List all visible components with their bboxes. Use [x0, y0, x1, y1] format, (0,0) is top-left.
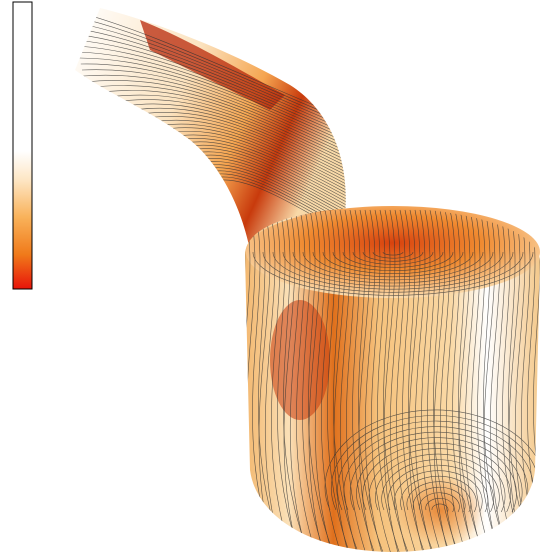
streamline — [315, 209, 335, 552]
streamline — [322, 251, 464, 274]
streamline — [362, 251, 424, 262]
streamline — [332, 251, 454, 271]
streamline — [337, 420, 534, 513]
streamline — [85, 85, 346, 160]
streamline — [371, 209, 394, 552]
streamline — [302, 209, 328, 552]
streamline — [308, 209, 337, 552]
streamline — [277, 209, 303, 552]
streamline — [75, 33, 346, 133]
streamline — [262, 251, 524, 293]
streamline — [302, 251, 484, 281]
streamline — [258, 209, 287, 552]
color-bar — [12, 1, 33, 290]
intake-pipe — [75, 8, 346, 250]
streamline — [312, 251, 474, 278]
streamline — [421, 209, 444, 552]
streamline — [408, 209, 437, 552]
streamline — [324, 409, 540, 513]
streamline — [84, 80, 346, 157]
streamline — [502, 209, 528, 552]
streamline — [440, 209, 460, 552]
streamline — [292, 251, 494, 284]
streamline — [78, 51, 346, 142]
streamline — [83, 74, 346, 154]
streamline — [368, 448, 506, 513]
streamline — [75, 39, 346, 136]
streamline — [458, 209, 476, 552]
streamline — [75, 21, 346, 127]
streamline — [283, 209, 301, 552]
streamline — [483, 209, 512, 552]
streamline — [271, 209, 294, 552]
streamline — [433, 209, 451, 552]
streamline — [412, 486, 466, 513]
streamline — [477, 209, 503, 552]
streamline — [75, 27, 346, 130]
streamline — [400, 475, 477, 513]
streamline — [408, 209, 426, 552]
streamline — [508, 209, 526, 552]
streamline — [290, 209, 310, 552]
streamline — [333, 209, 362, 552]
streamline — [86, 90, 346, 163]
streamline — [431, 503, 449, 513]
streamline — [87, 94, 346, 166]
streamline — [365, 209, 385, 552]
streamline — [327, 209, 353, 552]
streamline — [452, 209, 478, 552]
streamline — [393, 470, 483, 513]
streamline — [377, 209, 403, 552]
streamline — [343, 426, 529, 513]
streamline — [358, 209, 387, 552]
streamline — [458, 209, 487, 552]
streamline — [333, 209, 351, 552]
cylinder — [245, 206, 540, 552]
streamline — [321, 209, 344, 552]
streamline — [381, 459, 494, 513]
streamline — [362, 442, 511, 513]
streamline — [396, 209, 419, 552]
streamline — [382, 251, 404, 256]
streamline — [415, 209, 435, 552]
streamline — [425, 498, 455, 513]
streamline — [490, 209, 510, 552]
streamline — [75, 9, 346, 121]
streamline — [372, 251, 414, 259]
streamline — [77, 45, 346, 139]
streamline — [356, 437, 517, 513]
streamline — [80, 63, 346, 148]
streamline — [471, 209, 494, 552]
streamline — [283, 209, 312, 552]
streamline — [79, 57, 346, 145]
streamline — [346, 209, 369, 552]
streamline — [81, 69, 346, 151]
streamline — [402, 209, 428, 552]
streamline — [375, 453, 500, 513]
streamline — [427, 209, 453, 552]
streamline — [419, 492, 460, 513]
streamline — [446, 209, 469, 552]
streamline — [308, 209, 326, 552]
streamline — [508, 209, 537, 552]
streamline — [387, 464, 489, 513]
streamline — [272, 251, 514, 290]
streamline — [282, 251, 504, 287]
streamline — [352, 209, 378, 552]
streamline — [390, 209, 410, 552]
streamline — [342, 251, 444, 268]
streamline — [349, 431, 523, 513]
streamline — [265, 209, 285, 552]
streamline — [383, 209, 412, 552]
streamline — [358, 209, 376, 552]
streamline — [352, 251, 434, 265]
streamline — [252, 251, 534, 296]
streamline — [296, 209, 319, 552]
streamline — [483, 209, 501, 552]
streamline — [406, 481, 472, 513]
streamline — [75, 15, 346, 124]
streamline — [433, 209, 462, 552]
